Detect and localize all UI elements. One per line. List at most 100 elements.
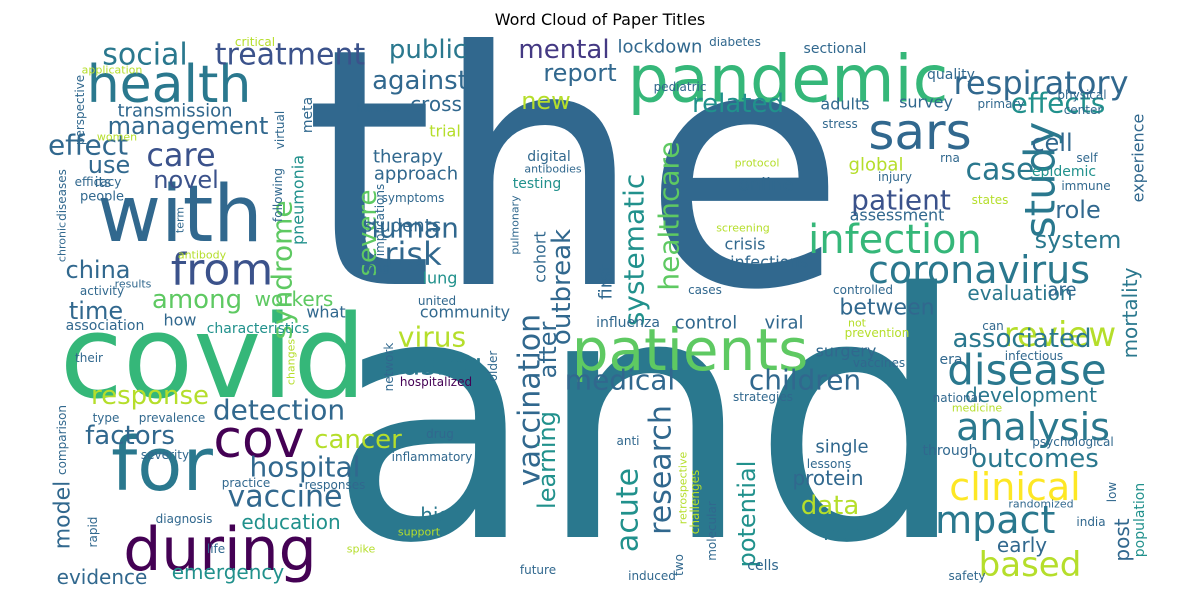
word-hospitalized: hospitalized bbox=[400, 375, 472, 389]
word-cloud: the and covid with pandemic patients for during… bbox=[40, 37, 1160, 596]
word-children: children bbox=[749, 364, 861, 397]
word-immune: immune bbox=[1061, 179, 1110, 193]
word-critical: critical bbox=[235, 37, 275, 49]
word-associated: associated bbox=[952, 324, 1091, 354]
word-single: single bbox=[815, 437, 868, 458]
word-severity: severity bbox=[141, 448, 189, 462]
word-states: states bbox=[972, 193, 1009, 207]
word-novel: novel bbox=[153, 166, 219, 194]
word-among: among bbox=[152, 285, 242, 315]
word-results: results bbox=[115, 278, 152, 291]
word-response: response bbox=[91, 381, 209, 411]
word-non: non bbox=[823, 521, 861, 545]
word-comparison: comparison bbox=[55, 405, 69, 475]
word-acute: acute bbox=[611, 468, 646, 552]
word-can: can bbox=[982, 319, 1004, 333]
word-between: between bbox=[839, 296, 934, 321]
word-type: type bbox=[93, 411, 120, 425]
word-covid: covid bbox=[60, 291, 367, 425]
word-assessment: assessment bbox=[850, 206, 945, 225]
word-lung: lung bbox=[423, 269, 458, 288]
word-cohort: cohort bbox=[531, 231, 550, 282]
word-term: term bbox=[174, 207, 187, 233]
word-screening: screening bbox=[716, 222, 770, 235]
word-experience: experience bbox=[1129, 114, 1148, 203]
word-syndrome: syndrome bbox=[266, 200, 299, 339]
word-long: long bbox=[364, 261, 390, 275]
word-center: center bbox=[1064, 103, 1103, 117]
word-therapy: therapy bbox=[373, 147, 443, 168]
word-changes: changes bbox=[285, 339, 298, 385]
word-patient: patient bbox=[851, 184, 951, 217]
word-diagnosis: diagnosis bbox=[156, 512, 213, 526]
word-virus: virus bbox=[398, 321, 466, 354]
word-data: data bbox=[801, 491, 860, 521]
word-population: population bbox=[1132, 483, 1148, 558]
word-pediatric: pediatric bbox=[654, 80, 707, 94]
word-responses: responses bbox=[305, 478, 366, 492]
word-after: after bbox=[534, 321, 562, 378]
word-molecular: molecular bbox=[705, 501, 719, 561]
word-online: online bbox=[739, 175, 794, 196]
word-management: management bbox=[108, 112, 269, 140]
word-are: are bbox=[1047, 280, 1076, 301]
word-how: how bbox=[163, 311, 196, 330]
word-sars: sars bbox=[868, 103, 971, 161]
word-epidemic: epidemic bbox=[1032, 164, 1096, 180]
word-analysis: analysis bbox=[956, 405, 1110, 449]
word-characteristics: characteristics bbox=[207, 321, 310, 337]
word-human: human bbox=[361, 212, 459, 245]
word-students: students bbox=[363, 216, 441, 237]
word-effects: effects bbox=[1011, 87, 1106, 120]
word-emergency: emergency bbox=[172, 560, 285, 584]
word-pulmonary: pulmonary bbox=[509, 195, 522, 255]
word-india: india bbox=[1076, 515, 1105, 529]
word-report: report bbox=[543, 59, 616, 87]
word-home: home bbox=[356, 101, 390, 115]
word-lessons: lessons bbox=[807, 457, 851, 471]
word-survey: survey bbox=[899, 93, 953, 112]
word-healthcare: healthcare bbox=[653, 141, 686, 290]
word-cells: cells bbox=[747, 558, 778, 574]
word-use: use bbox=[88, 151, 130, 179]
word-trial: trial bbox=[429, 122, 461, 141]
word-infectious: infectious bbox=[1005, 349, 1063, 363]
word-lockdown: lockdown bbox=[618, 37, 703, 58]
word-infections: infections bbox=[730, 253, 808, 272]
word-self: self bbox=[1076, 151, 1098, 165]
word-life: life bbox=[207, 542, 225, 556]
word-their: their bbox=[75, 351, 103, 365]
word-antibodies: antibodies bbox=[524, 163, 582, 176]
word-evidence: evidence bbox=[57, 565, 148, 589]
word-two: two bbox=[672, 554, 686, 576]
word-crisis: crisis bbox=[725, 235, 766, 254]
word-severe: severe bbox=[353, 189, 383, 276]
word-social: social bbox=[102, 38, 188, 73]
word-influenza: influenza bbox=[596, 315, 660, 331]
word-evaluation: evaluation bbox=[967, 281, 1072, 305]
word-older: older bbox=[486, 351, 500, 382]
word-protein: protein bbox=[792, 466, 863, 490]
word-controlled: controlled bbox=[833, 283, 893, 297]
word-spike: spike bbox=[347, 543, 376, 556]
word-treatment: treatment bbox=[215, 38, 366, 73]
word-from: from bbox=[171, 245, 273, 296]
word-cross: cross bbox=[410, 92, 462, 116]
word-health: health bbox=[87, 55, 252, 115]
word-protocol: protocol bbox=[735, 157, 780, 170]
word-cov: cov bbox=[213, 410, 304, 470]
word-effect: effect bbox=[48, 129, 128, 162]
word-respiratory: respiratory bbox=[954, 64, 1129, 102]
word-safety: safety bbox=[948, 569, 985, 583]
word-perspective: perspective bbox=[73, 75, 87, 145]
word-retrospective: retrospective bbox=[677, 452, 690, 525]
word-learning: learning bbox=[533, 411, 561, 509]
word-through: through bbox=[922, 443, 977, 459]
word-based: based bbox=[979, 545, 1082, 585]
word-implications: implications bbox=[373, 184, 387, 257]
word-study: study bbox=[1016, 122, 1065, 238]
word-for: for bbox=[111, 422, 213, 508]
word-post: post bbox=[1110, 518, 1134, 561]
word-outcomes: outcomes bbox=[971, 444, 1099, 474]
word-antibody: antibody bbox=[178, 249, 227, 262]
